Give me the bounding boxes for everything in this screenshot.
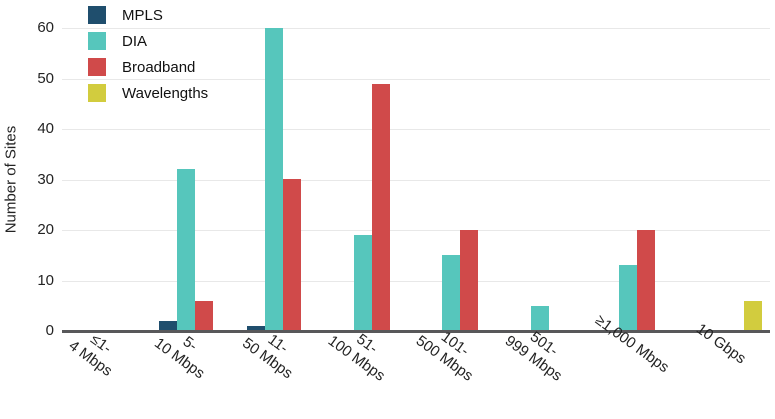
x-tick-anchor: 11- 50 Mbps xyxy=(239,331,312,382)
legend-item: DIA xyxy=(88,32,208,50)
x-tick-anchor: ≤1- 4 Mbps xyxy=(66,331,131,380)
bar-group xyxy=(151,28,240,331)
legend-label: Broadband xyxy=(122,58,196,76)
bar-group xyxy=(593,28,682,331)
bar-slot xyxy=(247,326,266,331)
bar-slot xyxy=(371,84,390,331)
legend-swatch-icon xyxy=(88,6,106,24)
y-tick-label: 40 xyxy=(37,120,54,137)
bar-slot xyxy=(194,301,213,331)
bar-groups xyxy=(62,28,770,331)
legend-item: Broadband xyxy=(88,58,208,76)
bar-mpls xyxy=(158,321,177,331)
bar-slot xyxy=(176,169,195,331)
y-tick-label: 10 xyxy=(37,271,54,289)
y-tick-label: 30 xyxy=(37,170,54,188)
y-tick-label: 20 xyxy=(37,221,54,238)
y-tick-label: 60 xyxy=(37,19,54,36)
bar-broadband xyxy=(637,230,656,331)
x-axis-line xyxy=(62,330,770,333)
x-tick: 10 Gbps xyxy=(682,320,771,419)
legend-swatch-icon xyxy=(88,84,106,102)
bar-slot xyxy=(637,230,656,331)
bar-broadband xyxy=(371,84,390,331)
bar-wavelengths xyxy=(743,301,762,331)
gridline xyxy=(62,280,770,282)
bar-dia xyxy=(530,306,549,331)
legend-item: Wavelengths xyxy=(88,84,208,102)
bar-slot xyxy=(158,321,177,331)
x-tick: 5- 10 Mbps xyxy=(151,333,240,419)
x-axis-ticks: ≤1- 4 Mbps 5- 10 Mbps 11- 50 Mbps 51- 100 Mbps 1… xyxy=(62,312,771,419)
bar-dia xyxy=(353,235,372,331)
gridline xyxy=(62,179,770,181)
bar-slot xyxy=(283,179,302,331)
bar-slot xyxy=(530,306,549,331)
x-tick: 101- 500 Mbps xyxy=(413,328,505,419)
gridline xyxy=(62,230,770,231)
x-tick: 51- 100 Mbps xyxy=(325,331,417,419)
bar-slot xyxy=(619,265,638,331)
legend-swatch-icon xyxy=(88,58,106,76)
x-tick: 501- 999 Mbps xyxy=(502,328,594,419)
bar-group xyxy=(416,28,505,331)
bar-dia xyxy=(265,28,284,331)
x-tick-anchor: 51- 100 Mbps xyxy=(325,331,405,385)
legend-label: Wavelengths xyxy=(122,84,209,102)
gridline xyxy=(62,129,770,130)
bar-mpls xyxy=(247,326,266,331)
bar-slot xyxy=(353,235,372,331)
bar-dia xyxy=(442,255,461,331)
x-tick-anchor: 101- 500 Mbps xyxy=(413,328,493,385)
bar-group xyxy=(239,28,328,331)
bar-slot xyxy=(743,301,762,331)
bar-slot xyxy=(265,28,284,331)
legend-label: DIA xyxy=(122,32,148,50)
bar-group xyxy=(505,28,594,331)
bar-group xyxy=(682,28,771,331)
bar-broadband xyxy=(460,230,479,331)
x-tick: 11- 50 Mbps xyxy=(239,331,328,419)
plot-area: MPLS DIA Broadband Wavelengths xyxy=(62,6,772,333)
bar-dia xyxy=(176,169,195,331)
bar-slot xyxy=(442,255,461,331)
y-tick-label: 0 xyxy=(45,322,54,339)
gridline xyxy=(62,78,770,80)
gridline xyxy=(62,28,770,29)
x-tick-anchor: 5- 10 Mbps xyxy=(151,333,224,382)
bar-group xyxy=(328,28,417,331)
x-tick-anchor: ≥1,000 Mbps xyxy=(592,312,681,377)
bar-broadband xyxy=(194,301,213,331)
legend-swatch-icon xyxy=(88,32,106,50)
bar-dia xyxy=(619,265,638,331)
x-tick-anchor: 10 Gbps xyxy=(693,320,754,367)
bar-broadband xyxy=(283,179,302,331)
y-tick-label: 50 xyxy=(37,69,54,87)
legend-item: MPLS xyxy=(88,6,208,24)
x-tick: ≥1,000 Mbps xyxy=(592,312,682,419)
bar-slot xyxy=(460,230,479,331)
legend: MPLS DIA Broadband Wavelengths xyxy=(88,6,208,102)
legend-label: MPLS xyxy=(122,6,163,24)
x-tick-anchor: 501- 999 Mbps xyxy=(502,328,582,385)
x-tick: ≤1- 4 Mbps xyxy=(62,331,151,419)
